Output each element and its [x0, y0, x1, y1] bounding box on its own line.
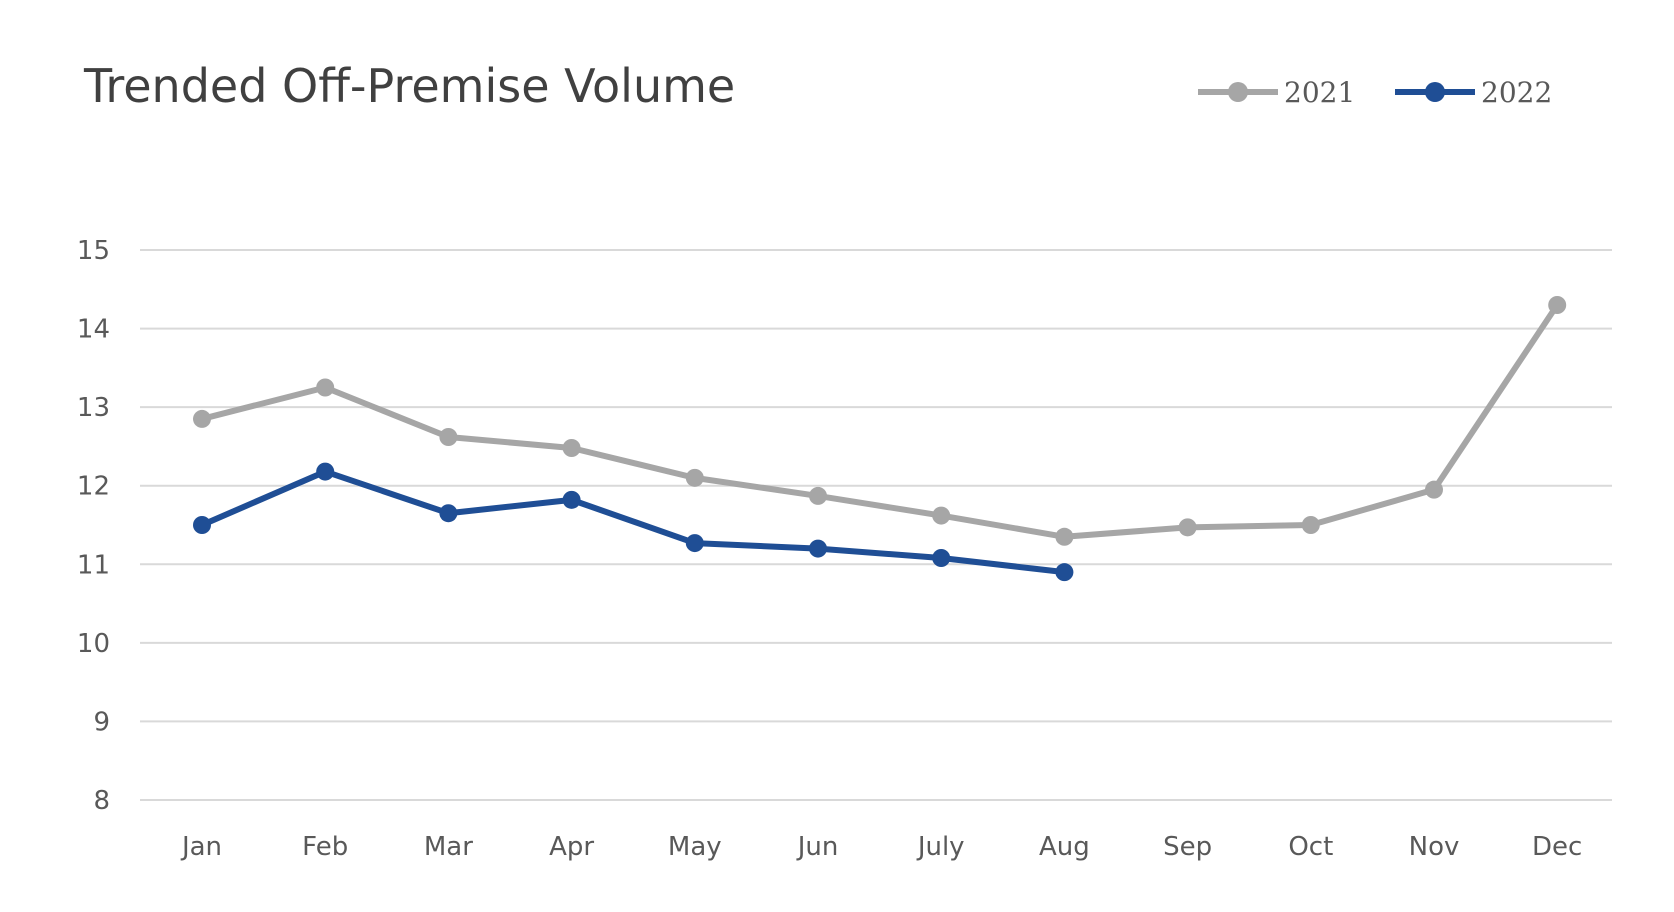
x-tick-label: Feb	[302, 832, 348, 862]
data-point-2021-Oct	[1301, 516, 1320, 534]
y-axis-ticks: 8 9 10 11 12 13 14 15	[77, 236, 110, 816]
data-point-2021-Mar	[439, 428, 458, 446]
legend-marker-2022	[1425, 82, 1445, 102]
data-point-2021-Dec	[1548, 296, 1567, 314]
series-line-2021	[199, 302, 1561, 540]
x-tick-label: Jun	[796, 832, 839, 862]
series-group	[193, 296, 1567, 582]
series-2022	[193, 462, 1074, 582]
legend-item-2022: 2022	[1395, 76, 1552, 109]
y-tick-label: 10	[77, 629, 110, 659]
y-tick-label: 8	[93, 786, 110, 816]
data-point-2021-July	[932, 506, 951, 525]
chart-title: Trended Off-Premise Volume	[83, 59, 735, 113]
x-tick-label: Aug	[1039, 832, 1090, 862]
data-point-2021-Feb	[316, 378, 335, 397]
data-point-2022-Apr	[562, 490, 581, 509]
series-line-2022	[199, 468, 1068, 576]
y-tick-label: 11	[77, 550, 110, 580]
data-point-2021-Aug	[1055, 527, 1074, 546]
legend-label-2021: 2021	[1284, 76, 1355, 109]
legend-marker-2021	[1228, 82, 1248, 102]
x-tick-label: Sep	[1163, 832, 1212, 862]
data-point-2022-Mar	[439, 504, 458, 523]
y-tick-label: 9	[93, 707, 110, 737]
data-point-2022-Feb	[316, 462, 335, 481]
x-tick-label: Jan	[180, 832, 222, 862]
x-tick-label: Nov	[1409, 832, 1460, 862]
data-point-2022-July	[932, 549, 951, 567]
x-tick-label: Apr	[549, 832, 594, 862]
series-2021	[193, 296, 1567, 546]
data-point-2022-May	[685, 534, 704, 553]
data-point-2021-Jan	[193, 409, 211, 428]
x-axis-ticks: Jan Feb Mar Apr May Jun July Aug Sep Oct Nov Dec	[180, 832, 1582, 862]
x-tick-label: Oct	[1288, 832, 1333, 862]
y-tick-label: 14	[77, 315, 110, 345]
data-point-2021-Nov	[1425, 480, 1443, 499]
data-point-2022-Jun	[809, 539, 827, 558]
y-tick-label: 12	[77, 472, 110, 502]
y-tick-label: 15	[77, 236, 110, 266]
legend: 2021 2022	[1198, 76, 1552, 109]
data-point-2021-May	[685, 468, 704, 487]
legend-label-2022: 2022	[1481, 76, 1552, 109]
data-point-2021-Sep	[1178, 518, 1197, 537]
data-point-2022-Aug	[1055, 563, 1074, 582]
data-point-2022-Jan	[193, 516, 211, 534]
gridlines	[140, 249, 1612, 801]
x-tick-label: May	[668, 832, 722, 862]
legend-item-2021: 2021	[1198, 76, 1355, 109]
data-point-2021-Jun	[809, 486, 827, 505]
x-tick-label: July	[916, 832, 965, 862]
x-tick-label: Dec	[1532, 832, 1582, 862]
x-tick-label: Mar	[424, 832, 473, 862]
data-point-2021-Apr	[562, 439, 581, 457]
y-tick-label: 13	[77, 393, 110, 423]
